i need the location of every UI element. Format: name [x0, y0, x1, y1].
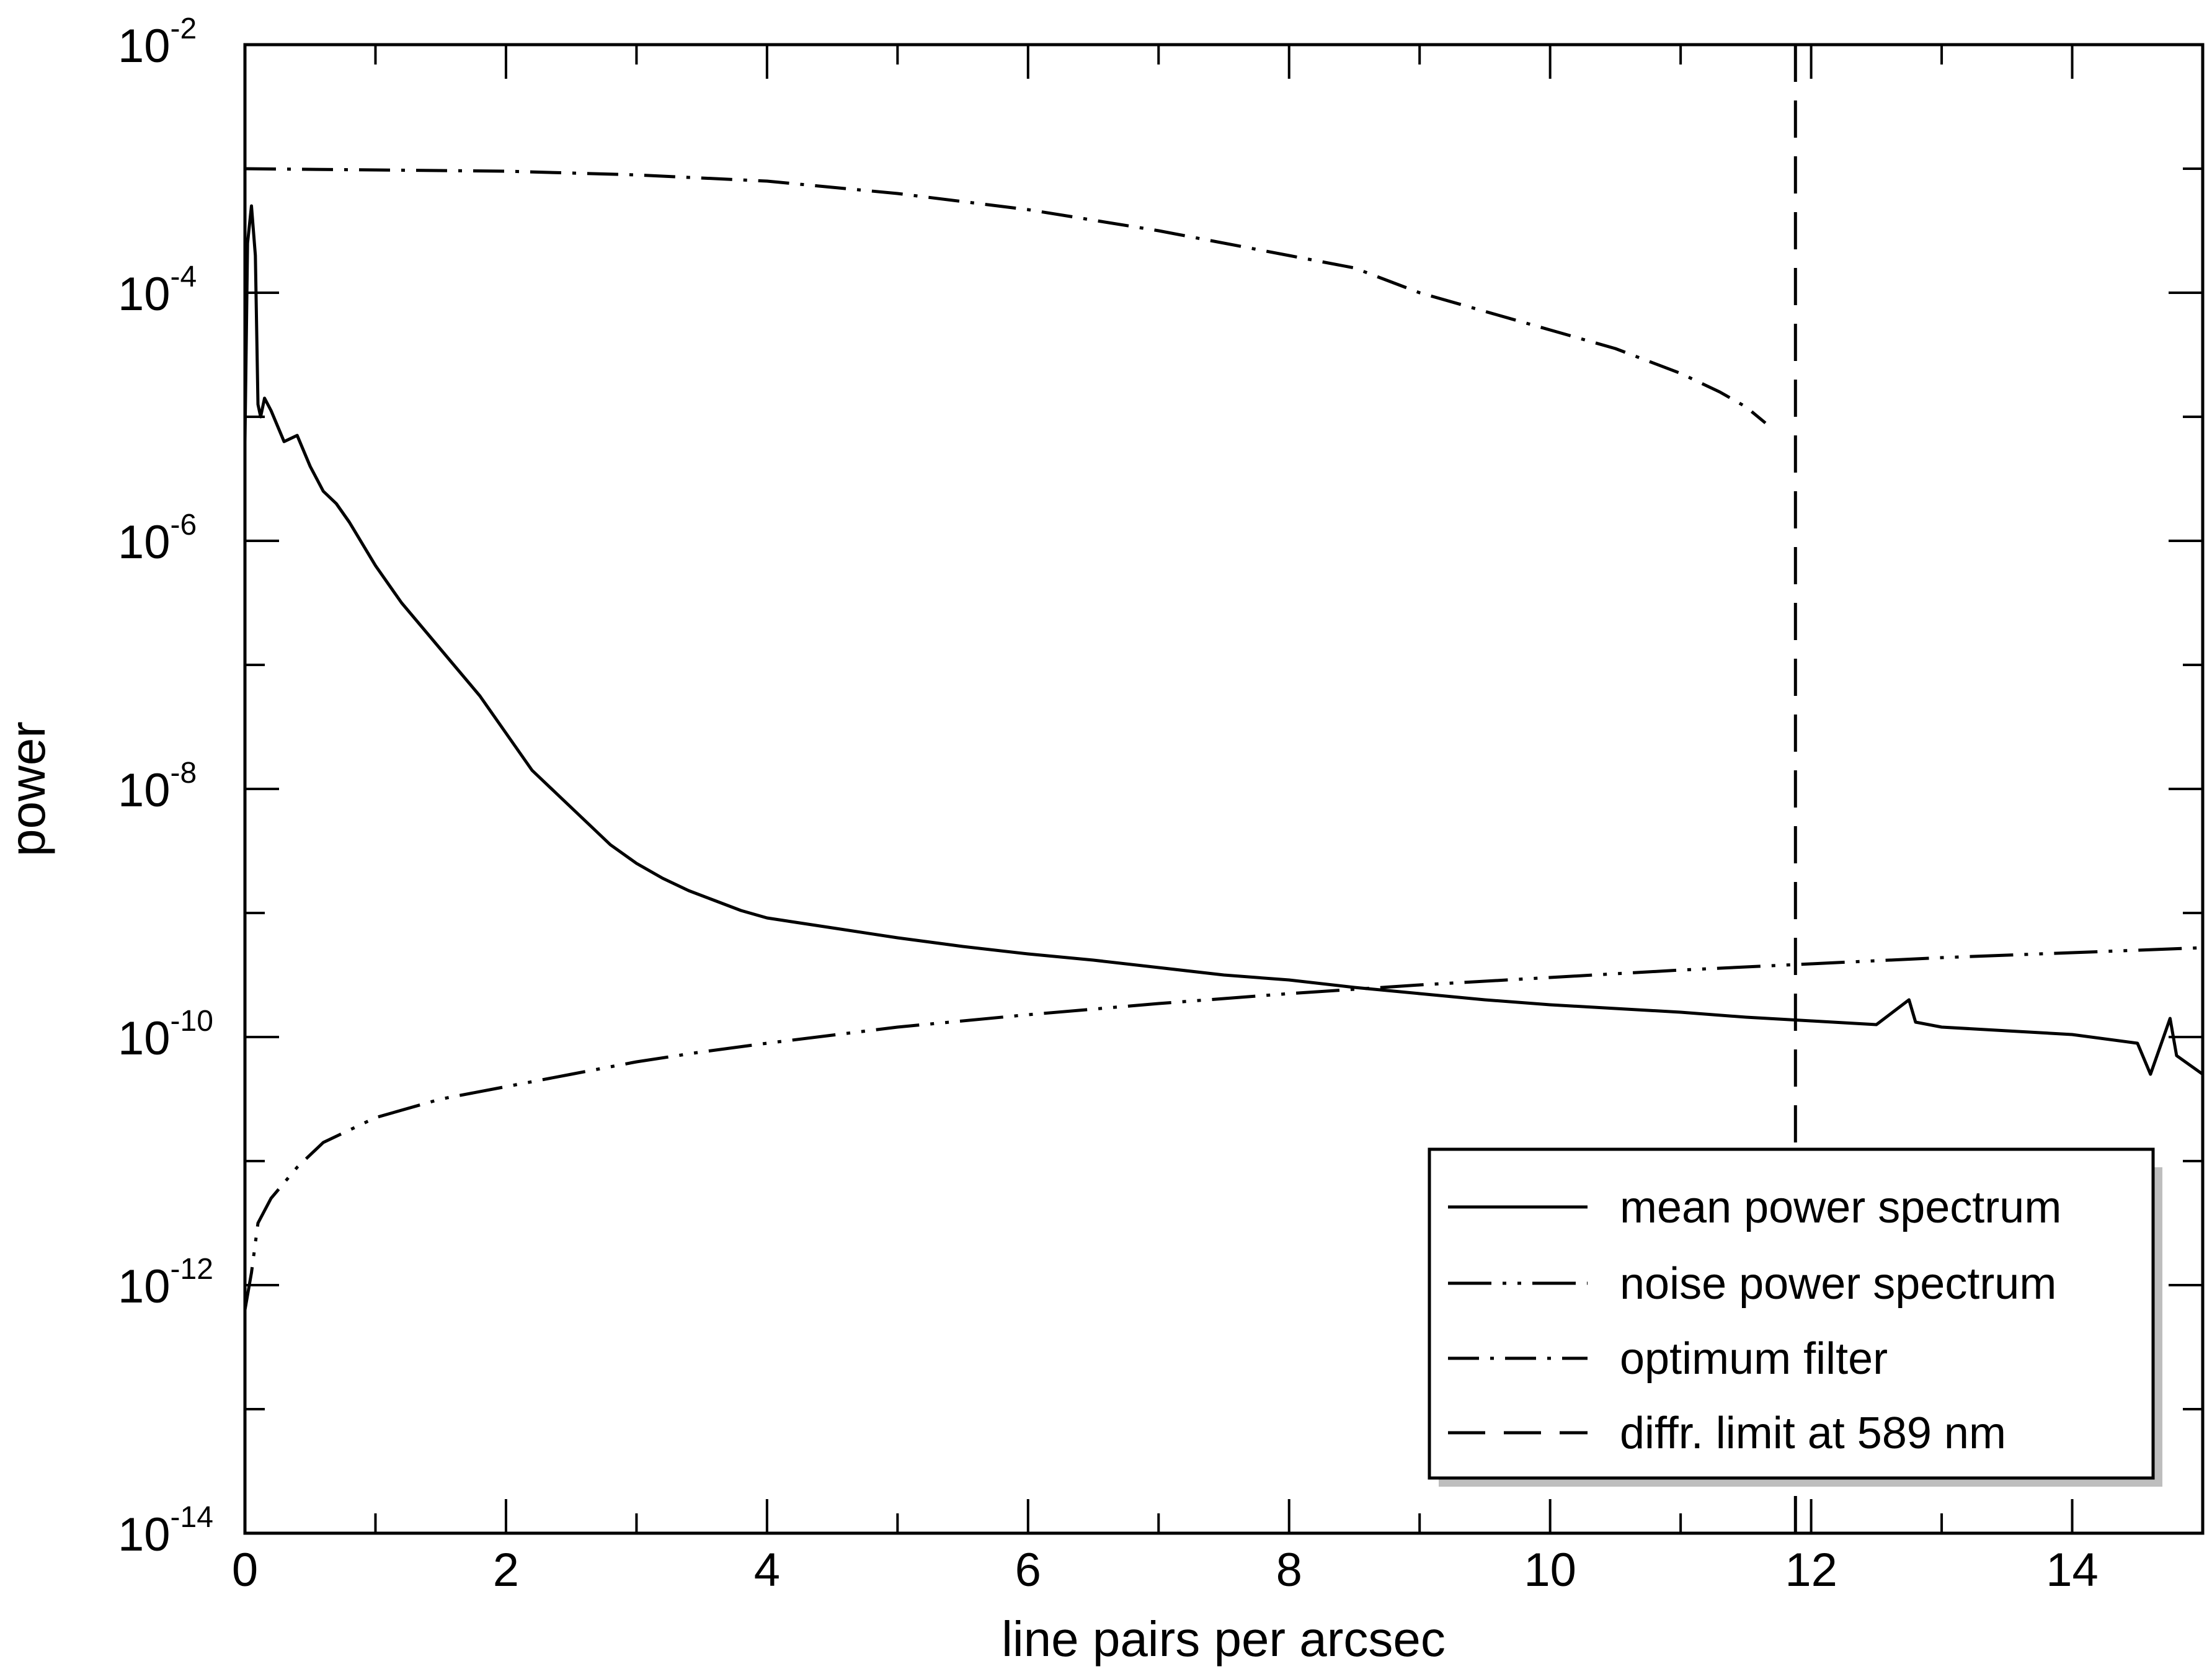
- legend: mean power spectrum noise power spectrum o…: [1428, 1147, 2162, 1487]
- x-tick-label: 4: [754, 1544, 780, 1596]
- y-tick-label: 10-6: [118, 509, 197, 569]
- series-mean-power-spectrum: [243, 204, 2204, 1076]
- x-tick-label: 6: [1015, 1544, 1041, 1596]
- y-tick-exponent: -10: [171, 1005, 213, 1038]
- y-tick-exponent: -14: [171, 1501, 213, 1534]
- y-tick-base: 10: [118, 516, 171, 569]
- y-tick-label: 10-4: [118, 260, 197, 321]
- y-tick-exponent: -12: [171, 1253, 213, 1286]
- y-tick-label: 10-2: [118, 12, 197, 73]
- x-tick-label: 10: [1524, 1544, 1576, 1596]
- y-tick-base: 10: [118, 1508, 171, 1561]
- y-tick-base: 10: [118, 1012, 171, 1065]
- y-tick-exponent: -8: [171, 757, 197, 790]
- y-tick-base: 10: [118, 764, 171, 817]
- series-noise-power-spectrum: [243, 946, 2203, 1311]
- y-tick-base: 10: [118, 1260, 171, 1313]
- x-tick-label: 2: [493, 1544, 519, 1596]
- x-tick-label: 0: [232, 1544, 258, 1596]
- legend-label: diffr. limit at 589 nm: [1620, 1409, 2006, 1458]
- y-tick-exponent: -2: [171, 12, 197, 45]
- series-optimum-filter: [244, 167, 1767, 424]
- y-tick-label: 10-14: [118, 1501, 213, 1561]
- y-tick-label: 10-10: [118, 1005, 213, 1065]
- y-axis-label: power: [0, 721, 55, 857]
- ticks: 0 2 4 6 8 10 12 1410-210-410-610-810-1010-1210-…: [118, 12, 2203, 1596]
- legend-label: mean power spectrum: [1620, 1183, 2061, 1232]
- y-tick-label: 10-8: [118, 757, 197, 817]
- x-tick-label: 8: [1276, 1544, 1302, 1596]
- x-tick-label: 14: [2046, 1544, 2099, 1596]
- y-tick-exponent: -4: [171, 260, 197, 293]
- y-tick-label: 10-12: [118, 1253, 213, 1313]
- y-tick-base: 10: [118, 268, 171, 321]
- legend-box: [1428, 1147, 2155, 1480]
- y-tick-base: 10: [118, 20, 171, 73]
- x-axis-label: line pairs per arcsec: [1002, 1611, 1446, 1667]
- x-tick-label: 12: [1785, 1544, 1837, 1596]
- legend-label: noise power spectrum: [1620, 1259, 2056, 1309]
- legend-label: optimum filter: [1620, 1334, 1888, 1384]
- y-tick-exponent: -6: [171, 509, 197, 541]
